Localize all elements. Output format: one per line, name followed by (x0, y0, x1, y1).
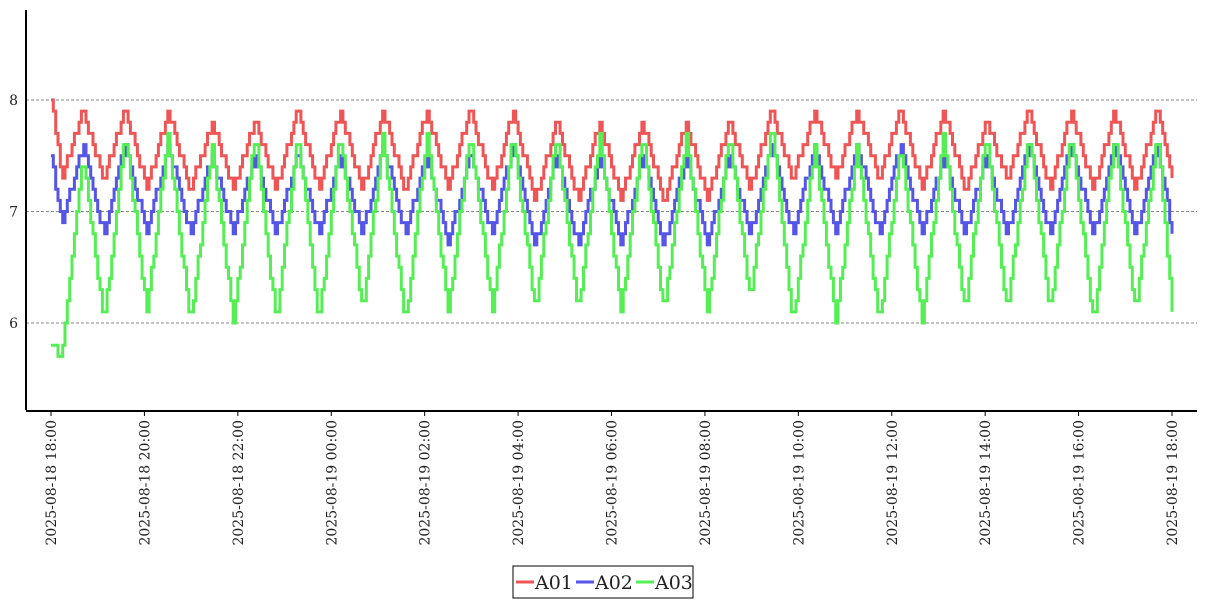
x-tick-label: 2025-08-19 08:00 (698, 420, 714, 546)
legend-box (512, 565, 694, 599)
legend-label: A01 (534, 572, 573, 594)
series-line-a03 (51, 131, 1174, 358)
x-tick-label: 2025-08-19 00:00 (324, 420, 340, 546)
x-tick-label: 2025-08-19 14:00 (978, 420, 994, 546)
x-tick-label: 2025-08-19 06:00 (605, 420, 621, 546)
series-lines (51, 98, 1174, 358)
x-tick-label: 2025-08-19 04:00 (511, 420, 527, 546)
x-axis-ticks: 2025-08-18 18:00 2025-08-18 20:00 2025-08-… (44, 411, 1181, 546)
y-axis-ticks: 6 7 8 (9, 93, 18, 332)
x-tick-label: 2025-08-19 10:00 (791, 420, 807, 546)
x-tick-label: 2025-08-18 18:00 (44, 420, 60, 546)
x-tick-label: 2025-08-19 16:00 (1072, 420, 1088, 546)
x-tick-label: 2025-08-19 12:00 (885, 420, 901, 546)
x-tick-label: 2025-08-18 20:00 (137, 420, 153, 546)
x-tick-label: 2025-08-18 22:00 (231, 420, 247, 546)
y-tick-label: 8 (9, 93, 18, 109)
y-tick-label: 7 (9, 205, 18, 221)
series-line-a02 (51, 143, 1174, 247)
y-tick-label: 6 (9, 316, 18, 332)
legend-label: A03 (654, 572, 693, 594)
x-tick-label: 2025-08-19 18:00 (1165, 420, 1181, 546)
series-line-a01 (51, 98, 1174, 202)
x-tick-label: 2025-08-19 02:00 (418, 420, 434, 546)
legend-label: A02 (594, 572, 633, 594)
legend: A01 A02 A03 (512, 565, 694, 599)
